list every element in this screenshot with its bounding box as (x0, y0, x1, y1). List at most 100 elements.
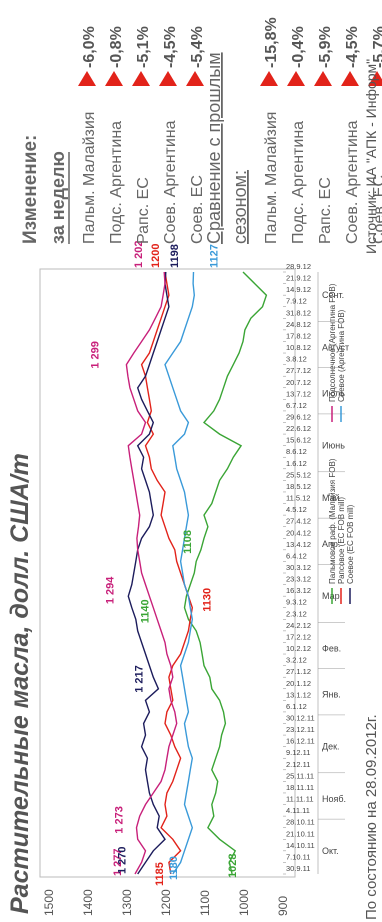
month-label: Окт. (322, 846, 339, 856)
series-line-0 (183, 271, 268, 875)
down-arrow-icon (260, 71, 278, 86)
change-row-value: -5,4% (189, 26, 206, 68)
data-label: 1 217 (133, 665, 145, 693)
month-label: Фев. (322, 643, 341, 653)
x-tick-label: 28.9.12 (286, 262, 311, 271)
data-label: 1 294 (104, 576, 116, 604)
change-row-label: Подс. Аргентина (108, 121, 125, 244)
x-tick-label: 2.3.12 (286, 609, 307, 618)
x-tick-label: 13.7.12 (286, 389, 311, 398)
down-arrow-icon (105, 71, 123, 86)
change-row-value: -5,1% (135, 26, 152, 68)
x-tick-label: 10.2.12 (286, 644, 311, 653)
change-row-label: Соев. Аргентина (344, 120, 361, 244)
footer-date: По состоянию на 28.09.2012г. (363, 714, 380, 920)
x-tick-label: 7.9.12 (286, 297, 307, 306)
down-arrow-icon (341, 71, 359, 86)
down-arrow-icon (132, 71, 150, 86)
legend-label: Соевое (ЕС FOB mill) (346, 504, 355, 584)
x-tick-label: 24.8.12 (286, 320, 311, 329)
x-tick-label: 29.6.12 (286, 413, 311, 422)
x-tick-label: 23.3.12 (286, 575, 311, 584)
x-tick-label: 11.11.11 (286, 795, 314, 804)
week-label: за неделю (48, 151, 68, 244)
x-tick-label: 17.2.12 (286, 632, 311, 641)
x-tick-label: 25.5.12 (286, 470, 311, 479)
change-row-value: -0,4% (290, 26, 307, 68)
month-label: Апр. (322, 539, 340, 549)
y-tick-label: 1500 (42, 889, 56, 916)
series-line-1 (140, 271, 194, 875)
x-axis: 30.9.11 7.10.11 14.10.11 21.10.11 28.10.11 4.… (283, 262, 349, 875)
x-tick-label: 20.7.12 (286, 378, 311, 387)
down-arrow-icon (314, 71, 332, 86)
change-row-label: Рапс. ЕС (317, 177, 334, 244)
y-tick-label: 900 (276, 896, 290, 916)
x-tick-label: 7.10.11 (286, 852, 310, 861)
change-row-label: Соев. ЕС (189, 175, 206, 244)
x-tick-label: 21.10.11 (286, 829, 315, 838)
x-tick-label: 6.7.12 (286, 401, 307, 410)
x-tick-label: 27.4.12 (286, 517, 311, 526)
down-arrow-icon (287, 71, 305, 86)
data-label: 1 270 (117, 846, 129, 874)
x-tick-label: 25.11.11 (286, 771, 314, 780)
month-label: Янв. (322, 690, 341, 700)
change-row-value: -6,0% (81, 26, 98, 68)
x-tick-label: 3.8.12 (286, 355, 307, 364)
data-label: 1200 (150, 244, 162, 268)
x-tick-label: 10.8.12 (286, 343, 311, 352)
week-rows: Пальм. Малайзия -6,0% Подс. Аргентина -0,8%… (78, 26, 206, 244)
change-row-label: Рапс. ЕС (135, 177, 152, 244)
change-row-value: -5,7% (371, 26, 382, 68)
change-row-label: Пальм. Малайзия (81, 112, 98, 244)
y-axis: 1500 1400 1300 1200 1100 1000 900 (42, 889, 290, 916)
x-tick-label: 1.6.12 (286, 459, 307, 468)
data-label: 1185 (154, 862, 166, 886)
chart-title: Растительные масла, долл. США/т (6, 453, 34, 914)
x-tick-label: 4.5.12 (286, 505, 307, 514)
x-tick-label: 6.4.12 (286, 551, 307, 560)
x-tick-label: 22.6.12 (286, 424, 311, 433)
x-tick-label: 23.12.11 (286, 725, 315, 734)
data-label: 1140 (139, 599, 151, 623)
change-row-label: Соев. Аргентина (162, 120, 179, 244)
x-tick-label: 31.8.12 (286, 308, 311, 317)
data-label: 1 277 (112, 848, 124, 876)
legend-label: Пальмовое раф. (Малайзия FOB) (328, 458, 337, 584)
season-label: Сравнение с прошлым (204, 52, 224, 244)
season-label-2: сезоном: (230, 170, 250, 244)
down-arrow-icon (186, 71, 204, 86)
change-row-value: -4,5% (162, 26, 179, 68)
data-label: 1 202 (133, 240, 145, 268)
change-heading: Изменение: (20, 135, 41, 244)
x-tick-label: 8.6.12 (286, 447, 307, 456)
series-line-3 (125, 271, 178, 875)
x-tick-label: 14.9.12 (286, 285, 311, 294)
month-label: Дек. (322, 742, 340, 752)
month-label: Май (322, 493, 340, 503)
data-label: 1180 (168, 856, 180, 880)
x-tick-label: 15.6.12 (286, 436, 311, 445)
change-row-label: Пальм. Малайзия (263, 112, 280, 244)
month-label: Июнь (322, 441, 345, 451)
x-tick-label: 20.1.12 (286, 679, 311, 688)
x-tick-label: 13.1.12 (286, 690, 311, 699)
change-row-value: -4,5% (344, 26, 361, 68)
x-tick-label: 18.11.11 (286, 783, 314, 792)
x-tick-label: 18.5.12 (286, 482, 311, 491)
y-tick-label: 1100 (198, 890, 212, 916)
x-tick-label: 2.12.11 (286, 760, 310, 769)
change-row-value: -5,9% (317, 26, 334, 68)
x-tick-label: 6.1.12 (286, 702, 307, 711)
x-tick-label: 9.3.12 (286, 598, 307, 607)
y-tick-label: 1300 (120, 889, 134, 916)
x-tick-label: 11.5.12 (286, 494, 310, 503)
x-tick-label: 9.12.11 (286, 748, 310, 757)
month-label: Август (322, 342, 349, 352)
legend-label: Рапсовое (ЕС FOB mill) (337, 497, 346, 584)
down-arrow-icon (159, 71, 177, 86)
data-label: 1198 (169, 244, 181, 268)
x-tick-label: 27.7.12 (286, 366, 311, 375)
